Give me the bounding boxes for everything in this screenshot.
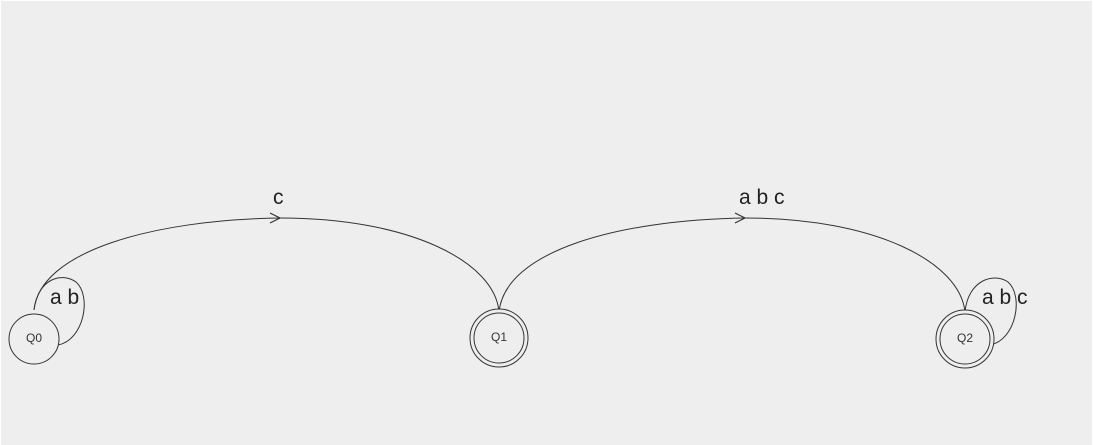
edge-q1-q2 — [498, 217, 966, 313]
arrow-q1-q2-icon — [734, 212, 747, 224]
edge-label-q0-q0: a b — [50, 286, 79, 309]
edge-q0-q0 — [33, 277, 85, 346]
edge-label-q0-q1: c — [273, 186, 284, 209]
edge-q2-q2 — [964, 277, 1017, 346]
state-q1[interactable]: Q1 — [469, 308, 529, 368]
transition-q0-q1[interactable]: c — [33, 186, 500, 313]
edge-label-q2-q2: a b c — [982, 286, 1028, 309]
state-q2-label: Q2 — [957, 331, 973, 345]
state-q0[interactable]: Q0 — [8, 313, 60, 365]
state-q0-label: Q0 — [26, 331, 42, 345]
edge-q0-q1 — [33, 217, 500, 313]
state-q0-circle — [8, 313, 60, 365]
state-q2[interactable]: Q2 — [935, 309, 995, 369]
transition-q0-q0[interactable]: a b — [33, 277, 85, 346]
transition-q2-q2[interactable]: a b c — [964, 277, 1028, 346]
edge-label-q1-q2: a b c — [739, 186, 785, 209]
state-q1-label: Q1 — [491, 330, 507, 344]
arrow-q0-q1-icon — [269, 212, 282, 224]
transition-q1-q2[interactable]: a b c — [498, 186, 966, 313]
state-q1-circle — [473, 312, 525, 364]
state-q2-circle — [939, 313, 991, 365]
